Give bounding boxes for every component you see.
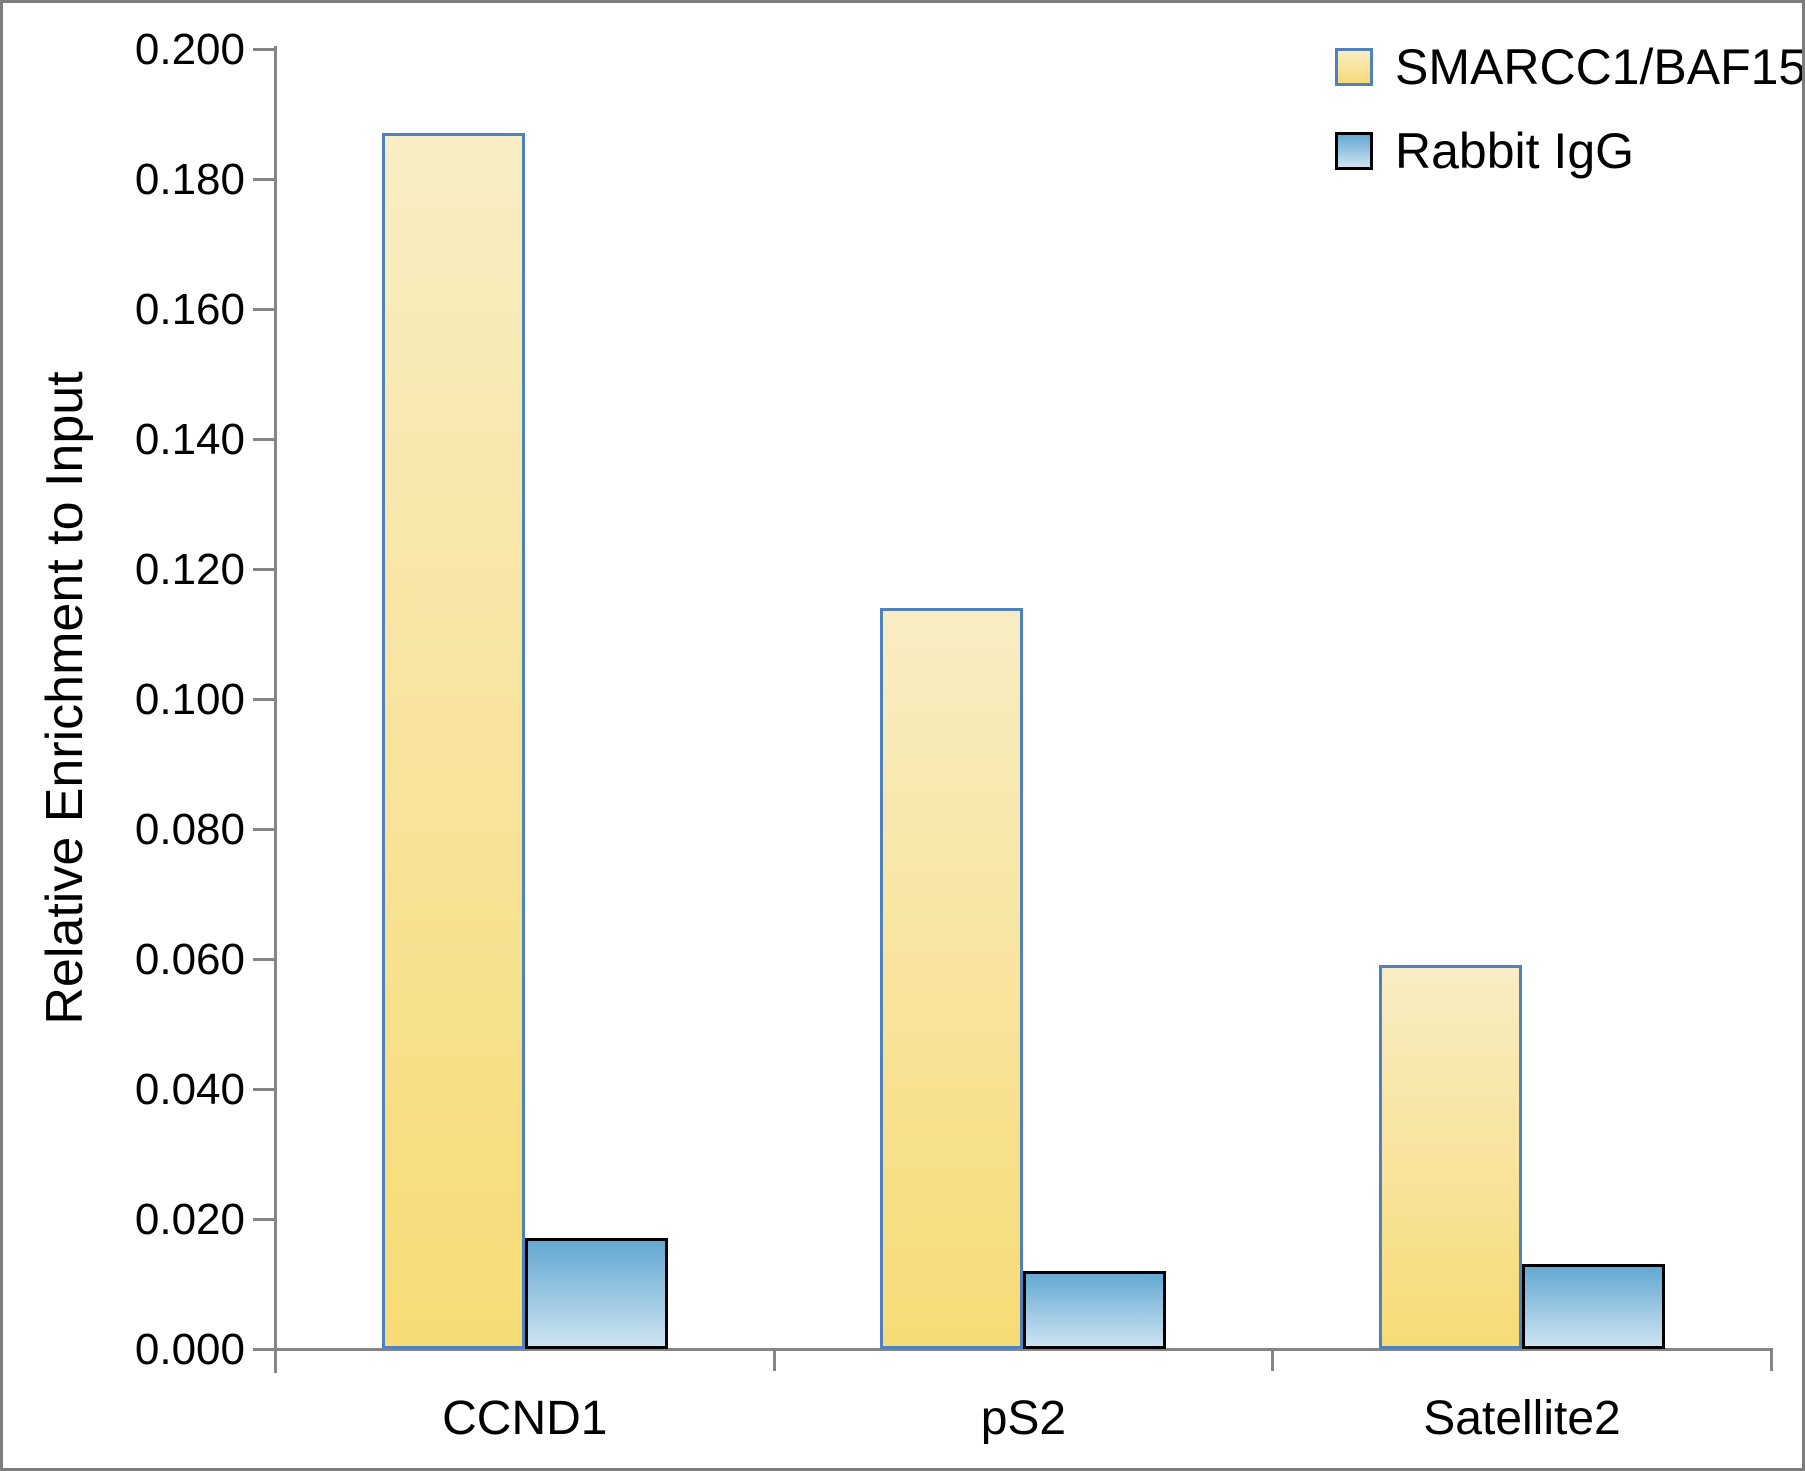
y-tick-0.060 [253,958,274,961]
bar-smarcc1-baf155-ps2 [880,608,1024,1349]
y-tick-label-0.180: 0.180 [134,155,245,204]
y-tick-0.160 [253,308,274,311]
x-tick-1 [772,1348,776,1371]
category-label-ccnd1: CCND1 [442,1392,608,1445]
y-axis-line [274,46,277,1373]
y-tick-label-0.120: 0.120 [134,545,245,594]
y-tick-label-0.140: 0.140 [134,415,245,464]
legend-item-smarcc1-baf155: SMARCC1/BAF155 [1335,39,1805,95]
category-label-ps2: pS2 [980,1392,1067,1445]
y-tick-label-0.200: 0.200 [134,25,245,74]
bar-rabbit-igg-satellite2 [1522,1264,1665,1349]
y-tick-0.040 [253,1088,274,1091]
y-tick-label-0.000: 0.000 [134,1325,245,1374]
category-label-satellite2: Satellite2 [1423,1392,1621,1445]
y-tick-0.080 [253,828,274,831]
legend-label-smarcc1-baf155: SMARCC1/BAF155 [1395,39,1805,95]
bar-smarcc1-baf155-ccnd1 [381,133,525,1349]
y-axis-title: Relative Enrichment to Input [36,371,94,1025]
y-tick-label-0.060: 0.060 [134,935,245,984]
legend: SMARCC1/BAF155 Rabbit IgG [1335,39,1805,209]
y-tick-label-0.080: 0.080 [134,805,245,854]
x-tick-2 [1271,1348,1275,1371]
bar-rabbit-igg-ccnd1 [524,1238,668,1349]
legend-label-rabbit-igg: Rabbit IgG [1395,123,1635,179]
legend-item-rabbit-igg: Rabbit IgG [1335,123,1802,179]
y-tick-label-0.040: 0.040 [134,1065,245,1114]
bar-rabbit-igg-ps2 [1023,1271,1167,1349]
y-tick-0.100 [253,698,274,701]
y-tick-0.180 [253,178,274,181]
y-tick-label-0.020: 0.020 [134,1195,245,1244]
y-tick-0.200 [253,48,274,51]
bar-smarcc1-baf155-satellite2 [1379,965,1522,1349]
x-axis-line [255,1348,1773,1351]
y-tick-label-0.160: 0.160 [134,285,245,334]
legend-swatch-smarcc1-baf155 [1335,48,1373,86]
y-tick-0.020 [253,1218,274,1221]
legend-swatch-rabbit-igg [1335,132,1373,170]
y-tick-0.140 [253,438,274,441]
y-tick-0.120 [253,568,274,571]
x-tick-0 [274,1348,277,1371]
y-tick-label-0.100: 0.100 [134,675,245,724]
x-tick-3 [1769,1348,1773,1371]
y-tick-0.000 [253,1348,274,1351]
